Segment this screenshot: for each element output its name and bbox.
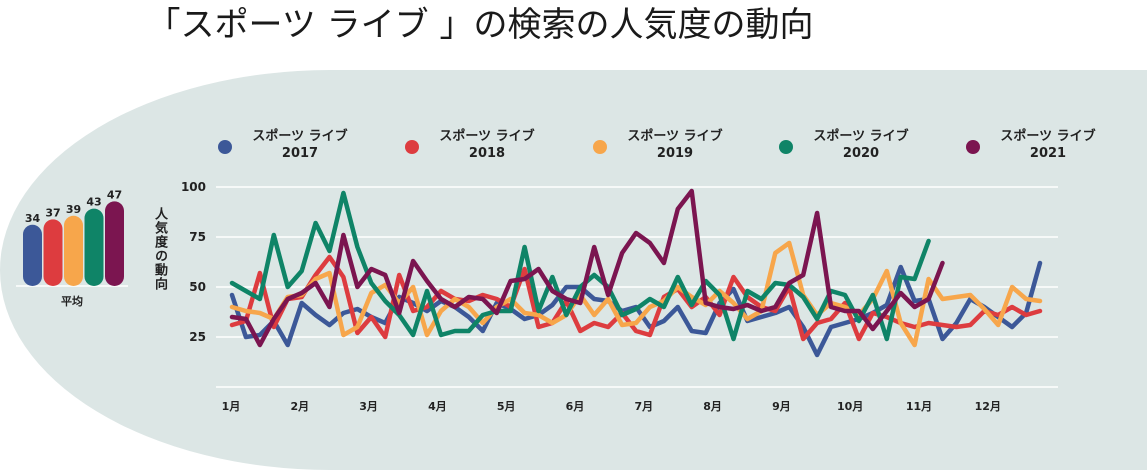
x-tick-label: 9月	[772, 400, 791, 413]
legend-item-2017[interactable]: スポーツ ライブ 2017	[218, 128, 398, 168]
series-line-2019	[229, 240, 1043, 348]
x-tick-label: 5月	[497, 400, 516, 413]
x-tick-label: 3月	[359, 400, 378, 413]
legend-dot-2021	[966, 140, 980, 154]
y-tick-label: 25	[189, 330, 206, 344]
legend-year: 2019	[656, 146, 694, 161]
y-axis-label: 人気度の動向	[152, 207, 167, 291]
y-tick-label: 50	[189, 280, 206, 294]
legend-label: スポーツ ライブ	[627, 129, 723, 144]
legend-label: スポーツ ライブ	[813, 129, 909, 144]
legend-year: 2021	[1029, 146, 1067, 161]
legend-year: 2020	[842, 146, 880, 161]
x-tick-label: 10月	[837, 400, 863, 413]
average-bar-2017	[23, 224, 42, 286]
legend-dot-2018	[405, 140, 419, 154]
y-tick-label: 100	[181, 180, 206, 194]
legend-item-2021[interactable]: スポーツ ライブ 2021	[966, 128, 1146, 168]
legend-year: 2017	[281, 146, 319, 161]
average-value: 47	[107, 188, 122, 201]
average-value: 37	[45, 206, 60, 219]
x-tick-label: 8月	[703, 400, 722, 413]
average-label: 平均	[61, 295, 83, 308]
legend-item-2019[interactable]: スポーツ ライブ 2019	[593, 128, 773, 168]
legend-dot-2017	[218, 140, 232, 154]
page-title: 「スポーツ ライブ 」の検索の人気度の動向	[146, 5, 814, 45]
average-bar-2019	[64, 215, 83, 286]
legend-year: 2018	[468, 146, 506, 161]
average-value: 34	[25, 212, 41, 225]
legend-label: スポーツ ライブ	[252, 129, 348, 144]
legend-item-2020[interactable]: スポーツ ライブ 2020	[779, 128, 959, 168]
y-tick-label: 75	[189, 230, 206, 244]
x-tick-label: 12月	[975, 400, 1001, 413]
x-tick-label: 6月	[566, 400, 585, 413]
average-value: 43	[86, 196, 101, 209]
average-bar-2018	[43, 219, 63, 286]
average-value: 39	[66, 203, 81, 216]
average-bar-2020	[84, 208, 104, 286]
legend-dot-2019	[593, 140, 607, 154]
series-line-2021	[229, 188, 945, 348]
legend-dot-2020	[779, 140, 793, 154]
legend-label: スポーツ ライブ	[439, 129, 535, 144]
x-tick-label: 4月	[428, 400, 447, 413]
legend-item-2018[interactable]: スポーツ ライブ 2018	[405, 128, 585, 168]
series-line-2018	[229, 254, 1043, 342]
x-tick-label: 1月	[222, 400, 241, 413]
x-tick-label: 2月	[290, 400, 309, 413]
legend-label: スポーツ ライブ	[1000, 129, 1096, 144]
x-tick-label: 11月	[906, 400, 932, 413]
series-line-2020	[229, 190, 931, 342]
x-tick-label: 7月	[634, 400, 653, 413]
chart-panel	[0, 70, 1147, 470]
average-bar-2021	[105, 201, 124, 286]
